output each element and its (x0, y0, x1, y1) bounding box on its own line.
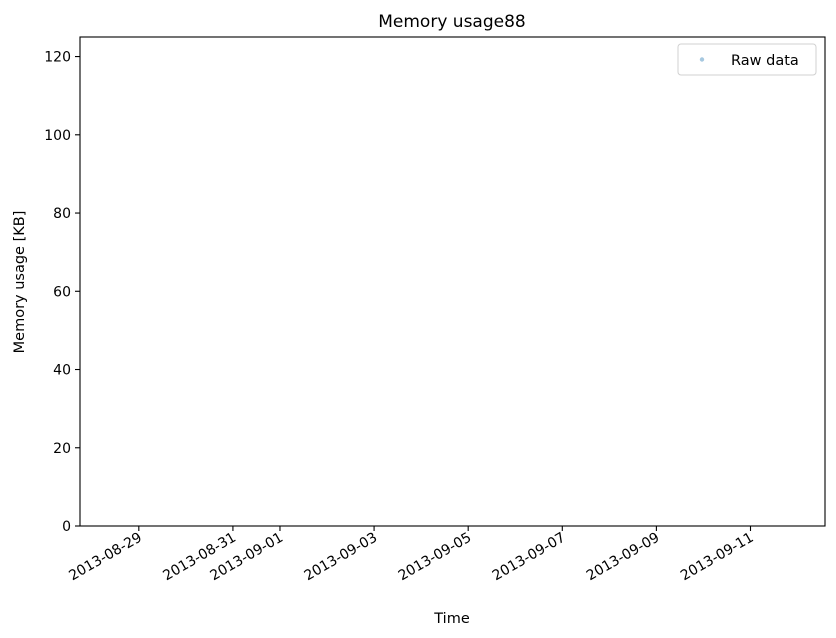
legend: Raw data (677, 43, 817, 76)
plot-frame (79, 36, 826, 527)
plot-background (80, 37, 825, 526)
y-tick-label: 0 (62, 519, 71, 535)
legend-marker-raw-data (699, 57, 705, 62)
x-axis-label: Time (433, 611, 470, 627)
y-tick-label: 60 (53, 284, 71, 300)
chart-title: Memory usage88 (378, 12, 525, 32)
y-tick-label: 100 (44, 128, 71, 144)
plot-area (79, 36, 826, 527)
y-tick-label: 80 (53, 206, 71, 222)
y-axis: 0 20 40 60 80 100 120 (44, 50, 80, 535)
y-axis-label: Memory usage [KB] (12, 211, 28, 354)
y-tick-label: 40 (53, 363, 71, 379)
y-tick-label: 120 (44, 50, 71, 66)
legend-label-raw-data: Raw data (731, 53, 799, 69)
legend-box (677, 43, 817, 76)
y-tick-label: 20 (53, 441, 71, 457)
